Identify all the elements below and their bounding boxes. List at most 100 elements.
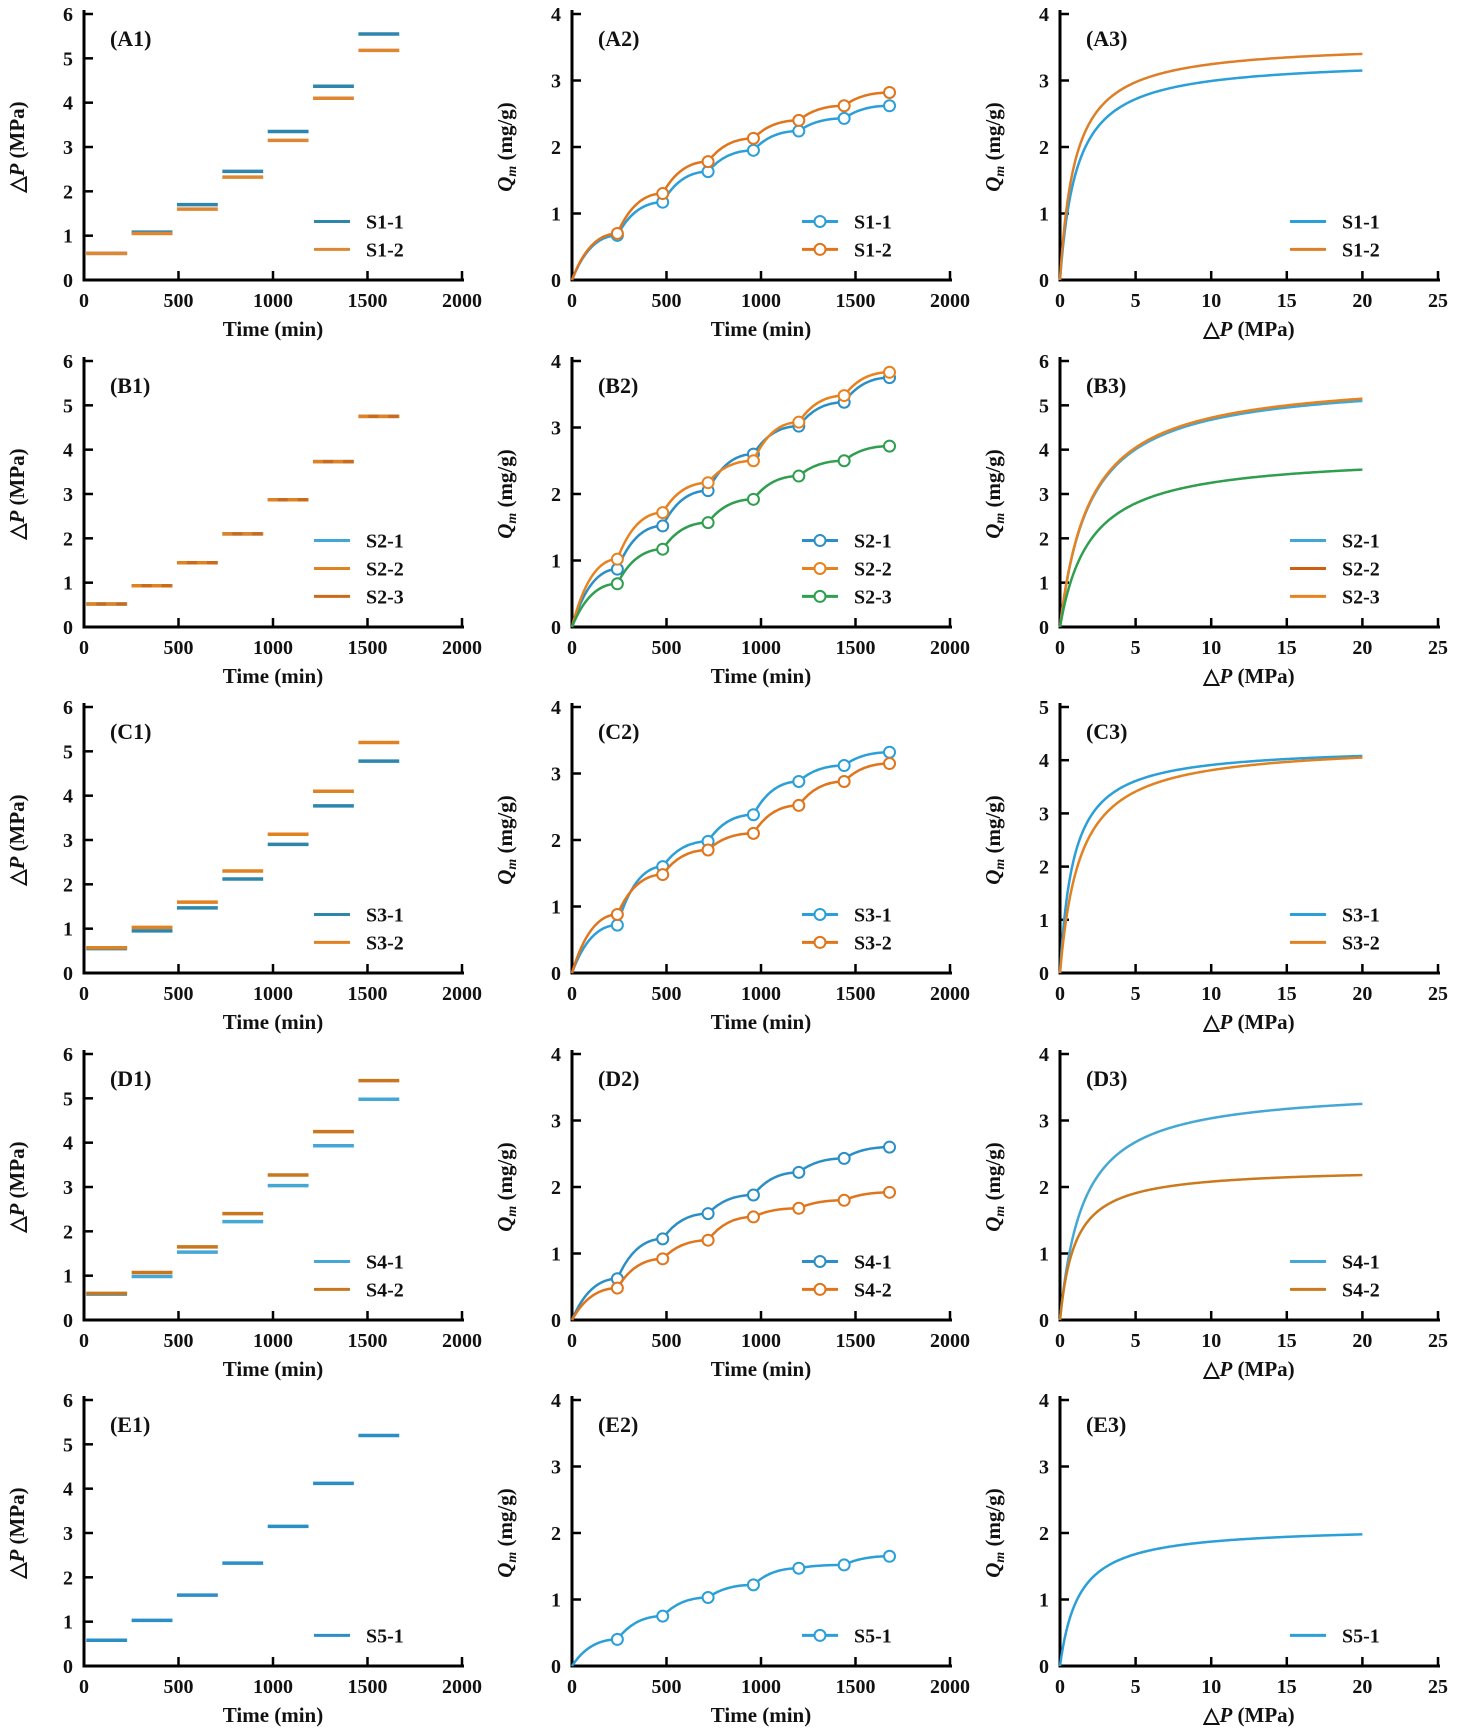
B2-marker-S2-3 bbox=[883, 439, 897, 453]
chart-C3: 0 5 10 15 20 25 0 1 2 3 4 5 △P (MPa) Qm (mg/g) (C3) S3-… bbox=[981, 697, 1448, 1034]
E3-series-S5-1 bbox=[1058, 1533, 1363, 1667]
panel-label: (D1) bbox=[110, 1066, 152, 1091]
x-tick-label: 1500 bbox=[348, 1330, 388, 1352]
B1-series-S2-1 bbox=[86, 414, 400, 606]
C2-marker-S3-2 bbox=[746, 827, 760, 841]
x-tick-label: 500 bbox=[164, 290, 194, 312]
x-tick-label: 0 bbox=[79, 1330, 89, 1352]
y-tick-label: 4 bbox=[63, 786, 73, 808]
x-tick-label: 1500 bbox=[836, 1676, 876, 1698]
D2-marker-S4-1 bbox=[746, 1188, 760, 1202]
y-tick-label: 3 bbox=[63, 1177, 73, 1199]
C2-series-S3-2 bbox=[570, 762, 890, 974]
D2-marker-S4-1 bbox=[701, 1206, 715, 1220]
x-axis-label: △P (MPa) bbox=[1202, 1357, 1294, 1381]
y-tick-label: 4 bbox=[63, 1132, 73, 1154]
panel-B3: 0 5 10 15 20 25 0 1 2 3 4 5 6 △P (MPa) Qm (mg/g) (B3) S2… bbox=[976, 347, 1464, 694]
x-tick-label: 1500 bbox=[348, 290, 388, 312]
y-tick-label: 3 bbox=[63, 137, 73, 159]
y-tick-label: 1 bbox=[551, 550, 561, 572]
y-tick-label: 5 bbox=[63, 395, 73, 417]
y-tick-label: 6 bbox=[1039, 351, 1049, 373]
D1-series-S4-1 bbox=[86, 1097, 400, 1296]
chart-B2: 0 500 1000 1500 2000 0 1 2 3 4 Time (min) Qm (mg/g)… bbox=[493, 351, 970, 688]
legend-label-S5-1: S5-1 bbox=[854, 1626, 892, 1648]
y-tick-label: 2 bbox=[551, 1177, 561, 1199]
E2-marker-S5-1 bbox=[656, 1609, 670, 1623]
D2-series-S4-2 bbox=[570, 1190, 890, 1321]
legend-label-S2-2: S2-2 bbox=[854, 558, 892, 580]
E2-marker-S5-1 bbox=[701, 1591, 715, 1605]
x-tick-label: 20 bbox=[1352, 1330, 1372, 1352]
x-tick-label: 2000 bbox=[930, 637, 970, 659]
legend-label-S2-3: S2-3 bbox=[854, 586, 892, 608]
y-tick-label: 3 bbox=[1039, 484, 1049, 506]
legend-label-S2-1: S2-1 bbox=[366, 530, 404, 552]
legend-marker-S4-1 bbox=[813, 1254, 827, 1268]
D2-marker-S4-2 bbox=[610, 1281, 624, 1295]
y-tick-label: 1 bbox=[551, 897, 561, 919]
y-tick-label: 4 bbox=[551, 697, 561, 719]
x-tick-label: 5 bbox=[1131, 1676, 1141, 1698]
x-tick-label: 1000 bbox=[253, 637, 293, 659]
legend-label-S4-2: S4-2 bbox=[854, 1279, 892, 1301]
x-tick-label: 0 bbox=[567, 290, 577, 312]
x-tick-label: 2000 bbox=[930, 290, 970, 312]
chart-E2: 0 500 1000 1500 2000 0 1 2 3 4 Time (min) Qm (mg/g)… bbox=[493, 1390, 970, 1727]
x-tick-label: 5 bbox=[1131, 983, 1141, 1005]
y-tick-label: 3 bbox=[551, 1110, 561, 1132]
chart-A3: 0 5 10 15 20 25 0 1 2 3 4 △P (MPa) Qm (mg/g) (A3) S1-1… bbox=[981, 4, 1448, 341]
E2-marker-S5-1 bbox=[746, 1578, 760, 1592]
panel-label: (D3) bbox=[1086, 1066, 1128, 1091]
y-tick-label: 4 bbox=[1039, 750, 1049, 772]
x-tick-label: 1500 bbox=[348, 1676, 388, 1698]
A2-marker-S1-2 bbox=[792, 113, 806, 127]
E2-marker-S5-1 bbox=[883, 1550, 897, 1564]
x-tick-label: 25 bbox=[1428, 1676, 1448, 1698]
legend-marker-S3-2 bbox=[813, 936, 827, 950]
x-tick-label: 0 bbox=[79, 1676, 89, 1698]
legend-label-S3-2: S3-2 bbox=[366, 933, 404, 955]
x-tick-label: 0 bbox=[567, 1676, 577, 1698]
y-tick-label: 0 bbox=[551, 1656, 561, 1678]
B2-marker-S2-3 bbox=[746, 492, 760, 506]
y-axis-label: △P (MPa) bbox=[5, 1488, 29, 1580]
x-tick-label: 15 bbox=[1277, 983, 1297, 1005]
A2-marker-S1-1 bbox=[883, 99, 897, 113]
panel-A2: 0 500 1000 1500 2000 0 1 2 3 4 Time (min) Qm (mg/g)… bbox=[488, 0, 976, 347]
x-tick-label: 2000 bbox=[442, 983, 482, 1005]
legend-label-S1-2: S1-2 bbox=[366, 239, 404, 261]
y-tick-label: 2 bbox=[1039, 857, 1049, 879]
panel-label: (C3) bbox=[1086, 719, 1128, 744]
legend-label-S2-2: S2-2 bbox=[1342, 558, 1380, 580]
x-axis-label: Time (min) bbox=[223, 1010, 323, 1034]
panel-D1: 0 500 1000 1500 2000 0 1 2 3 4 5 6 Time (min) △P (MPa… bbox=[0, 1040, 488, 1387]
y-tick-label: 4 bbox=[1039, 439, 1049, 461]
E1-series-S5-1 bbox=[86, 1434, 400, 1643]
x-tick-label: 15 bbox=[1277, 290, 1297, 312]
x-tick-label: 25 bbox=[1428, 983, 1448, 1005]
y-tick-label: 4 bbox=[1039, 1044, 1049, 1066]
x-tick-label: 1500 bbox=[836, 637, 876, 659]
x-tick-label: 500 bbox=[164, 637, 194, 659]
panel-A3: 0 5 10 15 20 25 0 1 2 3 4 △P (MPa) Qm (mg/g) (A3) S1-1… bbox=[976, 0, 1464, 347]
B1-series-S2-2 bbox=[86, 414, 400, 606]
C2-marker-S3-2 bbox=[883, 757, 897, 771]
D2-marker-S4-1 bbox=[883, 1140, 897, 1154]
x-tick-label: 15 bbox=[1277, 637, 1297, 659]
y-tick-label: 2 bbox=[1039, 1177, 1049, 1199]
B2-marker-S2-3 bbox=[610, 576, 624, 590]
y-tick-label: 4 bbox=[551, 1390, 561, 1412]
A2-marker-S1-2 bbox=[837, 99, 851, 113]
x-tick-label: 1000 bbox=[741, 1676, 781, 1698]
x-tick-label: 20 bbox=[1352, 1676, 1372, 1698]
chart-D1: 0 500 1000 1500 2000 0 1 2 3 4 5 6 Time (min) △P (MPa… bbox=[5, 1044, 482, 1381]
panel-label: (E2) bbox=[598, 1412, 638, 1437]
panel-E3: 0 5 10 15 20 25 0 1 2 3 4 △P (MPa) Qm (mg/g) (E3) S5-1 bbox=[976, 1386, 1464, 1733]
x-axis-label: Time (min) bbox=[223, 664, 323, 688]
D2-marker-S4-2 bbox=[883, 1185, 897, 1199]
legend-label-S1-2: S1-2 bbox=[854, 239, 892, 261]
y-tick-label: 1 bbox=[1039, 1590, 1049, 1612]
legend-label-S4-2: S4-2 bbox=[1342, 1279, 1380, 1301]
legend-label-S3-1: S3-1 bbox=[1342, 905, 1380, 927]
